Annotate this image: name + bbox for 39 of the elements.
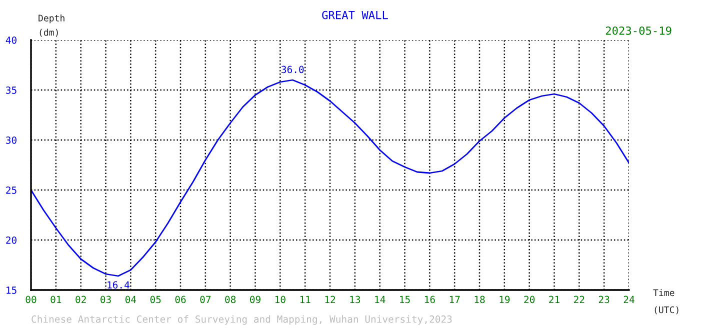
x-tick-label: 01 [50,296,62,304]
x-axis-title: Time (UTC) [653,289,678,314]
x-tick-label: 20 [524,296,535,304]
x-tick-label: 22 [574,296,584,303]
annotation: 16.4 [108,281,130,289]
text: Chinese Antarctic Center of Surveying and Mapping, Wuhan University,2023 [32,315,452,325]
x-tick-label: 21 [549,296,560,303]
x-tick-label: 09 [250,296,260,304]
x-tick-label: 19 [500,296,510,304]
x-tick-label: 13 [350,296,360,304]
x-tick-label: 02 [76,296,86,304]
y-tick-label: 35 [6,86,16,94]
y-tick-label: 20 [6,236,16,244]
x-tick-label: 08 [225,296,236,304]
x-tick-label: 00 [26,296,36,304]
x-tick-label: 18 [474,296,485,304]
y-axis-title: Depth (dm) [38,14,64,37]
x-tick-label: 07 [200,296,211,304]
x-tick-label: 04 [125,296,136,304]
x-tick-label: 24 [624,296,634,303]
x-tick-label: 14 [375,296,386,303]
y-tick-label: 15 [6,286,16,294]
annotation: 36.0 [282,66,304,74]
x-tick-label: 10 [275,296,286,304]
chart-title: GREAT WALL [322,10,388,20]
x-tick-label: 06 [175,296,186,304]
x-tick-label: 23 [598,296,610,304]
x-tick-label: 17 [450,296,460,303]
line-series [31,79,629,277]
y-tick-label: 30 [6,136,16,144]
y-tick-label: 40 [6,36,16,44]
chart-subtitle: 2023-05-19 [606,26,672,35]
x-tick-label: 03 [100,296,111,304]
x-tick-label: 11 [300,296,310,303]
x-tick-label: 12 [325,296,336,303]
x-tick-label: 05 [150,296,161,304]
x-tick-label: 16 [424,296,435,304]
y-tick-label: 25 [6,186,16,194]
x-tick-label: 15 [400,296,410,304]
